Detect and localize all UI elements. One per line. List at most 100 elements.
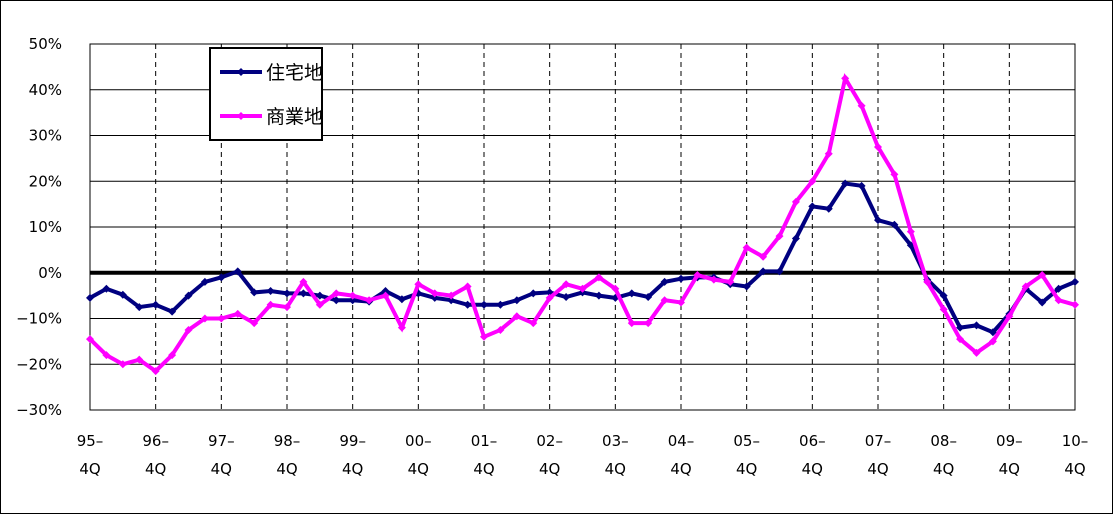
- x-tick-label: 09– 4Q: [996, 432, 1023, 478]
- point-marker: [480, 332, 488, 341]
- point-marker: [430, 289, 439, 298]
- point-marker: [200, 314, 209, 323]
- y-tick-label: −10%: [16, 310, 62, 328]
- x-tick-label: 02– 4Q: [536, 432, 563, 478]
- point-marker: [217, 273, 226, 282]
- point-marker: [480, 300, 488, 309]
- point-marker: [529, 289, 538, 298]
- point-marker: [1038, 271, 1047, 280]
- point-marker: [1071, 300, 1079, 309]
- x-tick-label: 97– 4Q: [208, 432, 235, 478]
- point-marker: [381, 291, 390, 300]
- point-marker: [775, 267, 784, 276]
- point-marker: [397, 295, 406, 304]
- x-tick-label: 01– 4Q: [471, 432, 498, 478]
- point-marker: [808, 202, 817, 211]
- point-marker: [775, 232, 784, 241]
- point-marker: [463, 300, 472, 309]
- point-marker: [250, 288, 259, 297]
- point-marker: [200, 277, 209, 286]
- legend-marker: [237, 68, 245, 76]
- point-marker: [988, 328, 997, 337]
- point-marker: [824, 204, 833, 213]
- point-marker: [1054, 284, 1063, 293]
- point-marker: [726, 277, 735, 286]
- point-marker: [956, 335, 965, 344]
- y-tick-label: 50%: [29, 35, 62, 53]
- point-marker: [1038, 298, 1047, 307]
- point-marker: [168, 351, 177, 360]
- point-marker: [151, 367, 160, 376]
- point-marker: [808, 177, 817, 186]
- point-marker: [759, 252, 768, 261]
- point-marker: [496, 325, 505, 334]
- point-marker: [874, 142, 882, 151]
- point-marker: [791, 197, 800, 206]
- point-marker: [233, 309, 242, 318]
- point-marker: [742, 282, 751, 291]
- point-marker: [299, 277, 308, 286]
- point-marker: [217, 314, 226, 323]
- point-marker: [463, 282, 472, 291]
- point-marker: [972, 348, 981, 357]
- x-tick-label: 98– 4Q: [274, 432, 301, 478]
- point-marker: [677, 274, 685, 283]
- point-marker: [135, 355, 144, 364]
- x-tick-label: 00– 4Q: [405, 432, 432, 478]
- point-marker: [496, 300, 505, 309]
- point-marker: [644, 319, 653, 328]
- point-marker: [414, 280, 423, 289]
- legend-box: [209, 47, 323, 141]
- point-marker: [299, 289, 308, 298]
- point-marker: [250, 319, 259, 328]
- point-marker: [972, 321, 981, 330]
- point-marker: [397, 323, 406, 332]
- point-marker: [102, 284, 111, 293]
- x-tick-label: 07– 4Q: [865, 432, 892, 478]
- point-marker: [562, 292, 571, 301]
- point-marker: [923, 277, 932, 286]
- point-marker: [611, 284, 620, 293]
- point-marker: [86, 293, 94, 302]
- point-marker: [627, 319, 636, 328]
- point-marker: [693, 271, 702, 280]
- point-marker: [118, 290, 127, 299]
- point-marker: [857, 101, 866, 110]
- point-marker: [956, 323, 965, 332]
- point-marker: [430, 293, 439, 302]
- legend-label: 住宅地: [266, 62, 323, 84]
- point-marker: [627, 289, 636, 298]
- x-tick-label: 95– 4Q: [77, 432, 104, 478]
- point-marker: [168, 307, 177, 316]
- point-marker: [660, 296, 669, 305]
- point-marker: [266, 287, 275, 296]
- point-marker: [447, 296, 456, 305]
- point-marker: [594, 291, 603, 300]
- point-marker: [841, 179, 850, 188]
- point-marker: [677, 298, 685, 307]
- legend-label: 商業地: [266, 106, 323, 128]
- point-marker: [512, 312, 521, 321]
- point-marker: [1021, 282, 1030, 291]
- x-tick-label: 10– 4Q: [1062, 432, 1089, 478]
- y-tick-label: 30%: [29, 127, 62, 145]
- y-tick-label: 0%: [38, 264, 62, 282]
- point-marker: [283, 303, 291, 312]
- point-marker: [348, 291, 357, 300]
- point-marker: [841, 74, 850, 83]
- point-marker: [791, 234, 800, 243]
- point-marker: [151, 300, 160, 309]
- point-marker: [644, 292, 653, 301]
- y-tick-label: 10%: [29, 218, 62, 236]
- point-marker: [381, 287, 390, 296]
- point-marker: [1054, 296, 1063, 305]
- x-tick-label: 96– 4Q: [142, 432, 169, 478]
- point-marker: [1071, 277, 1079, 286]
- point-marker: [315, 300, 324, 309]
- point-marker: [332, 289, 341, 298]
- point-marker: [939, 291, 948, 300]
- point-marker: [184, 325, 193, 334]
- point-marker: [742, 243, 751, 252]
- point-marker: [709, 275, 718, 284]
